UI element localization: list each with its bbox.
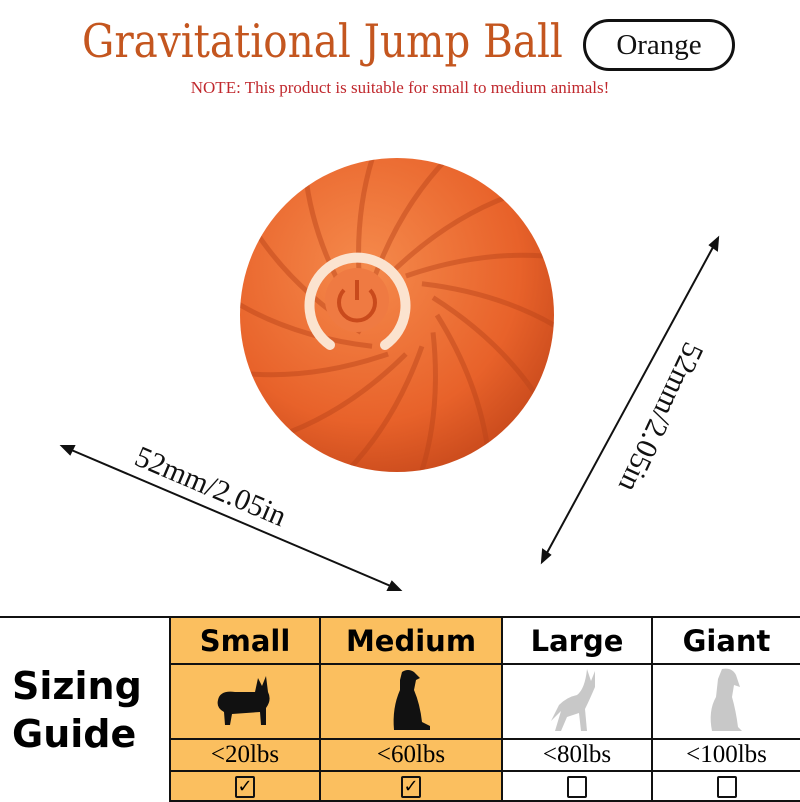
size-small-weight: <20lbs (169, 738, 321, 772)
size-giant-header: Giant (651, 616, 800, 665)
power-button-icon (304, 252, 411, 350)
ball-ridge (277, 352, 408, 439)
size-giant-checkbox (716, 775, 737, 798)
ball-ridge (240, 351, 389, 378)
ball-ridge (421, 281, 554, 335)
size-medium-checkbox: ✓ (401, 775, 421, 798)
size-medium-weight: <60lbs (319, 738, 503, 772)
ball-ridge (386, 191, 517, 278)
product-ball-image (59, 158, 720, 591)
ball-ridge (405, 252, 554, 279)
size-small-header: Small (169, 616, 321, 665)
ball-ridge (431, 295, 544, 406)
size-large-checkbox (567, 775, 587, 798)
ball-ridge (240, 295, 373, 349)
color-badge: Orange (583, 19, 735, 71)
ball (240, 158, 554, 472)
size-large-weight: <80lbs (501, 738, 653, 772)
sitting-dog-icon (393, 669, 430, 730)
sizing-guide-label: Sizing Guide (0, 616, 171, 801)
large-dog-icon (710, 668, 742, 731)
product-title: Gravitational Jump Ball (82, 14, 563, 68)
ball-ridge (434, 313, 492, 459)
size-large-header: Large (501, 616, 653, 665)
ball-ridge (340, 345, 425, 472)
size-small-checkbox: ✓ (235, 775, 255, 798)
product-note: NOTE: This product is suitable for small… (190, 78, 610, 97)
shepherd-dog-icon (551, 668, 595, 731)
width-dimension-arrow (59, 445, 403, 591)
height-dimension-arrow (540, 235, 720, 565)
sizing-guide-table: Sizing Guide Small Medium Large Giant <20… (0, 616, 800, 802)
size-giant-weight: <100lbs (651, 738, 800, 772)
size-medium-header: Medium (319, 616, 503, 665)
corgi-icon (217, 675, 270, 725)
ball-ridge (415, 332, 438, 472)
